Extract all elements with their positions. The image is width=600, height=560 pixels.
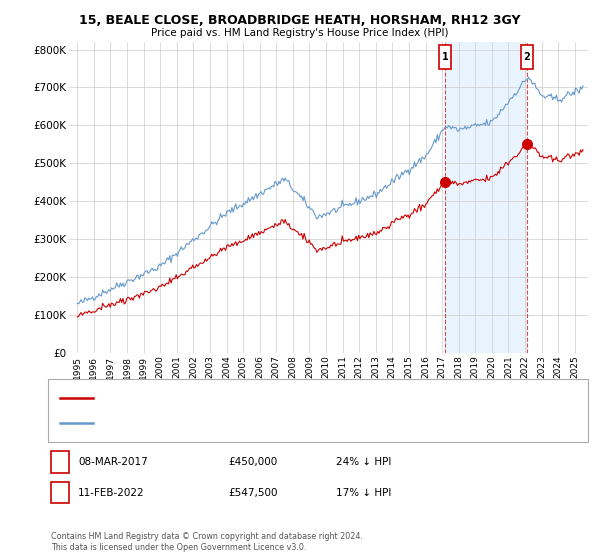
Text: 2: 2 <box>524 52 530 62</box>
Text: £547,500: £547,500 <box>228 488 277 498</box>
Bar <box>521 45 533 69</box>
Bar <box>439 45 451 69</box>
Text: 17% ↓ HPI: 17% ↓ HPI <box>336 488 391 498</box>
Text: Contains HM Land Registry data © Crown copyright and database right 2024.
This d: Contains HM Land Registry data © Crown c… <box>51 532 363 552</box>
Text: 24% ↓ HPI: 24% ↓ HPI <box>336 457 391 467</box>
Text: Price paid vs. HM Land Registry's House Price Index (HPI): Price paid vs. HM Land Registry's House … <box>151 28 449 38</box>
Text: 15, BEALE CLOSE, BROADBRIDGE HEATH, HORSHAM, RH12 3GY: 15, BEALE CLOSE, BROADBRIDGE HEATH, HORS… <box>79 14 521 27</box>
Text: 08-MAR-2017: 08-MAR-2017 <box>78 457 148 467</box>
Text: 1: 1 <box>442 52 448 62</box>
Text: HPI: Average price, detached house, Horsham: HPI: Average price, detached house, Hors… <box>97 418 322 428</box>
Text: 2: 2 <box>56 488 64 498</box>
Text: 11-FEB-2022: 11-FEB-2022 <box>78 488 145 498</box>
Text: £450,000: £450,000 <box>228 457 277 467</box>
Bar <box>445 42 527 353</box>
Text: 15, BEALE CLOSE, BROADBRIDGE HEATH, HORSHAM, RH12 3GY (detached house): 15, BEALE CLOSE, BROADBRIDGE HEATH, HORS… <box>97 393 498 403</box>
Text: 1: 1 <box>56 457 64 467</box>
